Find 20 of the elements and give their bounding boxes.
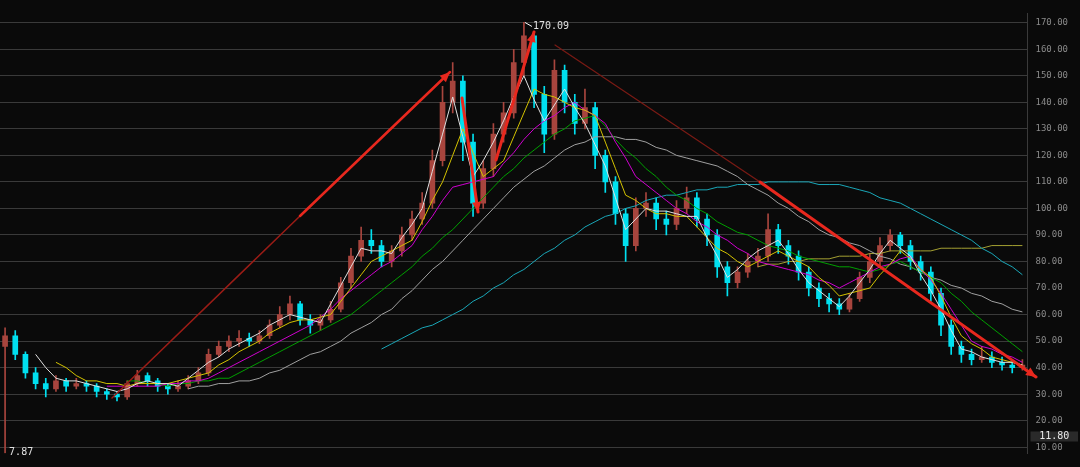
y-tick-label: 140.00 — [1035, 96, 1068, 107]
y-tick-label: 100.00 — [1035, 202, 1068, 213]
y-tick-label: 170.00 — [1035, 17, 1068, 28]
text: 11.80 — [1039, 430, 1070, 442]
y-tick-label: 40.00 — [1035, 361, 1063, 372]
y-tick-label: 120.00 — [1035, 149, 1068, 160]
y-tick-label: 130.00 — [1035, 123, 1068, 134]
y-tick-label: 110.00 — [1035, 176, 1068, 187]
y-tick-label: 10.00 — [1035, 441, 1063, 452]
y-tick-label: 70.00 — [1035, 282, 1063, 293]
annotation: 7.87 — [9, 446, 34, 458]
y-tick-label: 160.00 — [1035, 43, 1068, 54]
y-tick-label: 50.00 — [1035, 335, 1063, 346]
annotation: 170.09 — [532, 20, 570, 32]
y-tick-label: 30.00 — [1035, 388, 1063, 399]
y-tick-label: 80.00 — [1035, 255, 1063, 266]
y-tick-label: 150.00 — [1035, 70, 1068, 81]
y-tick-label: 20.00 — [1035, 415, 1063, 426]
y-tick-label: 90.00 — [1035, 229, 1063, 240]
y-tick-label: 60.00 — [1035, 308, 1063, 319]
